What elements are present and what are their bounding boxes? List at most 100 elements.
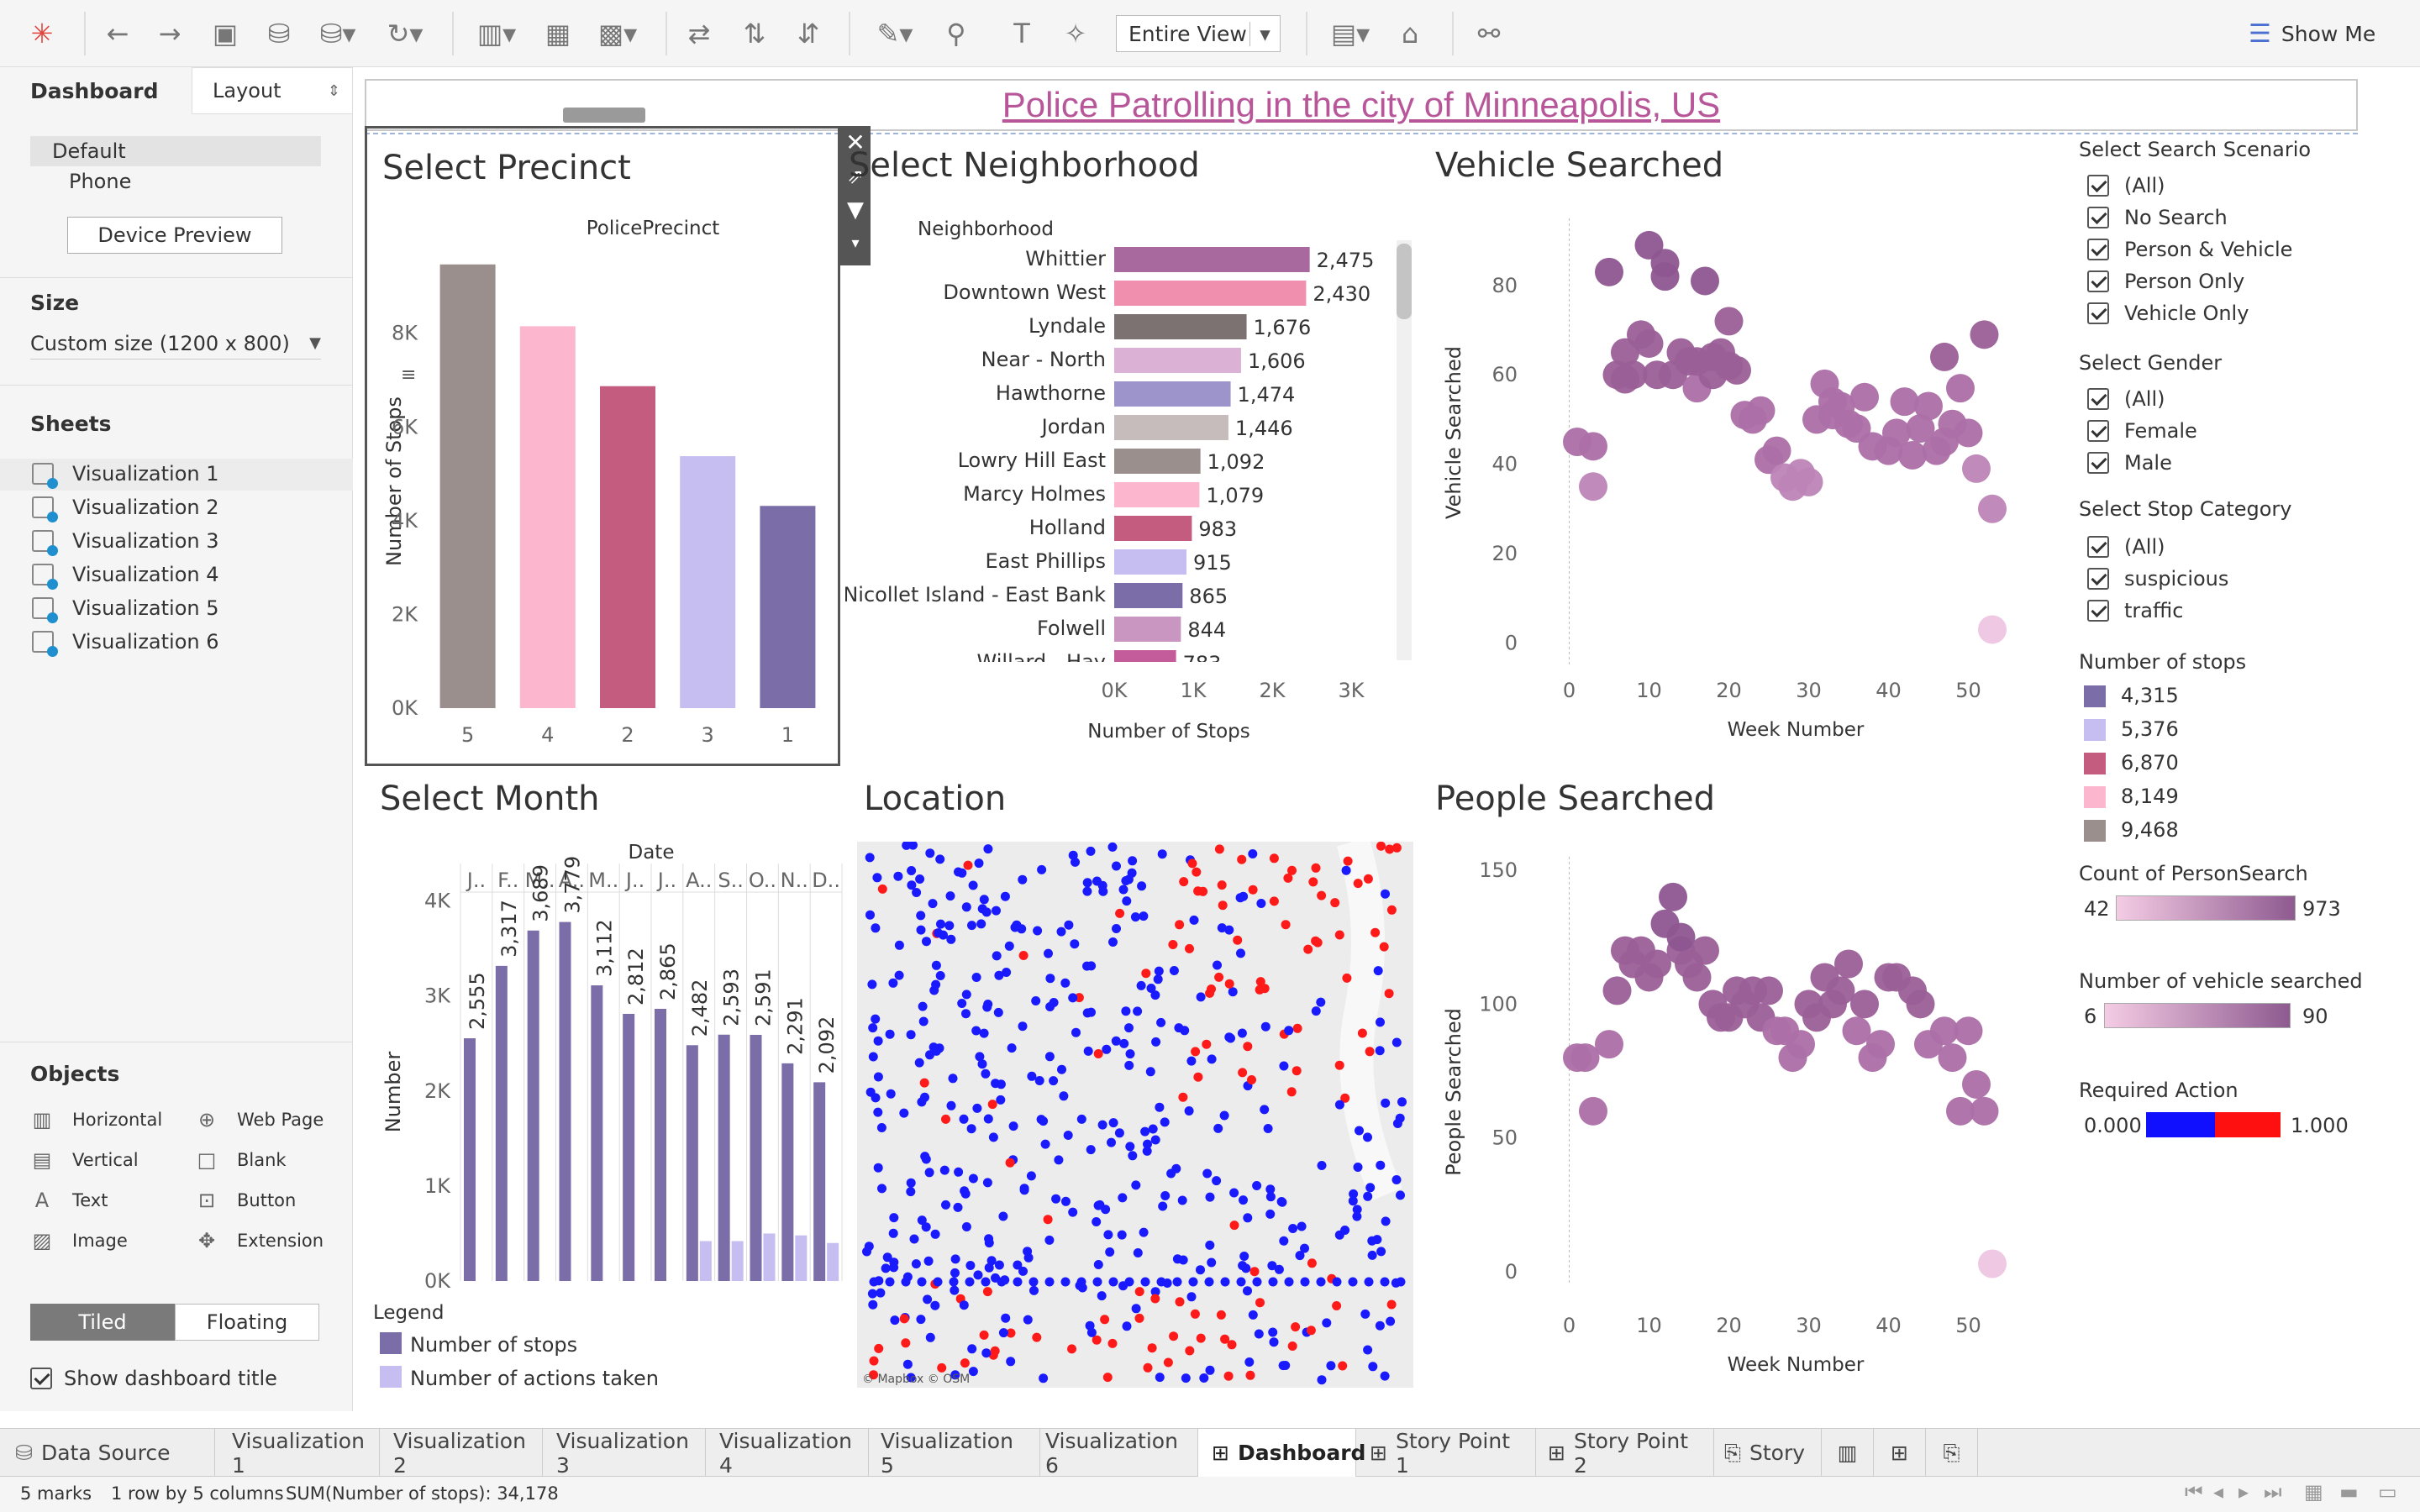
month-bar-stops[interactable]: [464, 1038, 476, 1281]
floating-toggle[interactable]: Floating: [175, 1304, 319, 1341]
view-fit-select[interactable]: Entire View ▾: [1116, 15, 1281, 52]
gender-all[interactable]: (All): [2087, 385, 2165, 413]
month-column-header[interactable]: J..: [656, 869, 676, 892]
month-bar-stops[interactable]: [655, 1008, 666, 1281]
refresh-icon[interactable]: ↻▾: [387, 18, 424, 50]
month-bar-stops[interactable]: [591, 985, 603, 1281]
neighborhood-bar[interactable]: [1114, 449, 1201, 474]
month-column-header[interactable]: J..: [466, 869, 486, 892]
scatter-point[interactable]: [1618, 360, 1648, 390]
neighborhood-bar[interactable]: [1114, 348, 1241, 373]
group-icon[interactable]: ⚲: [946, 18, 966, 50]
nav-last-icon[interactable]: ⏭: [2264, 1480, 2282, 1504]
scatter-point[interactable]: [1914, 391, 1943, 421]
redo-icon[interactable]: →: [158, 18, 182, 50]
scatter-point[interactable]: [1866, 1030, 1895, 1059]
filmstrip-icon[interactable]: ▬: [2339, 1480, 2359, 1504]
scatter-point[interactable]: [1595, 257, 1623, 286]
precinct-sheet[interactable]: Select Precinct PolicePrecinct Number of…: [365, 126, 840, 766]
scatter-point[interactable]: [1898, 440, 1927, 470]
scatter-point[interactable]: [1723, 355, 1751, 385]
scatter-point[interactable]: [1850, 382, 1879, 412]
sort-icon[interactable]: ≡: [401, 365, 416, 386]
month-bar-actions[interactable]: [763, 1233, 776, 1281]
scatter-point[interactable]: [1602, 976, 1632, 1005]
scrollbar-thumb[interactable]: [1397, 244, 1412, 319]
scatter-point[interactable]: [1762, 436, 1791, 465]
tab-story[interactable]: ⎘ Story: [1714, 1429, 1822, 1477]
month-column-header[interactable]: F..: [497, 869, 518, 892]
category-all[interactable]: (All): [2087, 533, 2165, 561]
scatter-point[interactable]: [1682, 963, 1712, 992]
dashboard-title-box[interactable]: Police Patrolling in the city of Minneap…: [365, 79, 2358, 131]
tab-dashboard-sheet[interactable]: ⊞ Dashboard: [1198, 1429, 1365, 1477]
scenario-person-only[interactable]: Person Only: [2087, 267, 2244, 296]
month-bar-actions[interactable]: [699, 1241, 712, 1282]
object-button[interactable]: ⊡ Button: [195, 1186, 296, 1215]
save-icon[interactable]: ▣: [212, 18, 239, 50]
scatter-point[interactable]: [1579, 472, 1607, 501]
scatter-point[interactable]: [1659, 882, 1687, 911]
scatter-point[interactable]: [1754, 976, 1783, 1005]
month-bar-stops[interactable]: [623, 1013, 635, 1281]
tab-story-point-2[interactable]: ⊞ Story Point 2: [1536, 1429, 1714, 1478]
month-column-header[interactable]: J..: [624, 869, 644, 892]
scenario-all[interactable]: (All): [2087, 171, 2165, 200]
undo-icon[interactable]: ←: [106, 18, 129, 50]
precinct-bar[interactable]: [439, 264, 496, 708]
show-cards-icon[interactable]: ▤▾: [1330, 18, 1370, 50]
month-bar-stops[interactable]: [781, 1063, 794, 1281]
presentation-icon[interactable]: ⌂: [1401, 18, 1419, 50]
scenario-person-vehicle[interactable]: Person & Vehicle: [2087, 235, 2292, 264]
neighborhood-bar[interactable]: [1114, 482, 1200, 507]
sheet-visualization-3[interactable]: Visualization 3: [32, 526, 219, 556]
object-extension[interactable]: ✥ Extension: [195, 1226, 324, 1255]
scatter-point[interactable]: [1962, 454, 1991, 483]
object-text[interactable]: A Text: [30, 1186, 108, 1215]
clear-icon[interactable]: ▩▾: [597, 18, 638, 50]
month-column-header[interactable]: D..: [812, 869, 840, 892]
neighborhood-bar[interactable]: [1114, 381, 1231, 407]
neighborhood-bar[interactable]: [1114, 617, 1181, 642]
scatter-point[interactable]: [1794, 467, 1823, 496]
month-column-header[interactable]: M..: [588, 869, 618, 892]
swap-icon[interactable]: ⇄: [687, 18, 711, 50]
neighborhood-bar[interactable]: [1114, 549, 1187, 575]
object-blank[interactable]: □ Blank: [195, 1146, 287, 1174]
sheet-visualization-6[interactable]: Visualization 6: [32, 627, 219, 657]
category-traffic[interactable]: traffic: [2087, 596, 2183, 625]
object-horizontal[interactable]: ▥ Horizontal: [30, 1105, 163, 1134]
nav-first-icon[interactable]: ⏮: [2185, 1480, 2203, 1504]
neighborhood-bar[interactable]: [1114, 516, 1192, 541]
month-bar-stops[interactable]: [813, 1082, 826, 1281]
device-phone[interactable]: Phone: [30, 166, 321, 197]
tableau-logo-icon[interactable]: ✳: [30, 18, 54, 50]
tab-dashboard[interactable]: Dashboard: [0, 67, 192, 114]
scatter-point[interactable]: [1930, 1016, 1959, 1046]
scatter-point[interactable]: [1970, 320, 1999, 349]
scatter-point[interactable]: [1978, 615, 2007, 644]
month-column-header[interactable]: A..: [686, 869, 712, 892]
month-bar-stops[interactable]: [686, 1045, 698, 1281]
scatter-point[interactable]: [1650, 262, 1680, 291]
scatter-point[interactable]: [1978, 494, 2007, 523]
month-column-header[interactable]: S..: [718, 869, 744, 892]
tab-visualization-4[interactable]: Visualization 4: [706, 1429, 869, 1478]
scenario-vehicle-only[interactable]: Vehicle Only: [2087, 299, 2249, 328]
new-worksheet-tab-icon[interactable]: ▥: [1822, 1429, 1874, 1477]
month-bar-actions[interactable]: [827, 1242, 839, 1281]
neighborhood-bar[interactable]: [1114, 583, 1183, 608]
scatter-point[interactable]: [1930, 342, 1959, 371]
neighborhood-bar[interactable]: [1114, 281, 1307, 306]
scatter-point[interactable]: [1890, 387, 1919, 417]
nav-prev-icon[interactable]: ◂: [2213, 1480, 2224, 1504]
scatter-point[interactable]: [1826, 976, 1855, 1005]
new-worksheet-icon[interactable]: ▥▾: [476, 18, 517, 50]
month-column-header[interactable]: O..: [749, 869, 776, 892]
tab-visualization-6[interactable]: Visualization 6: [1040, 1429, 1198, 1478]
new-data-source-icon[interactable]: ⛁: [267, 18, 291, 50]
labels-icon[interactable]: T: [1013, 18, 1030, 50]
object-image[interactable]: ▨ Image: [30, 1226, 128, 1255]
precinct-bar[interactable]: [600, 386, 655, 708]
scatter-point[interactable]: [1962, 1069, 1991, 1099]
